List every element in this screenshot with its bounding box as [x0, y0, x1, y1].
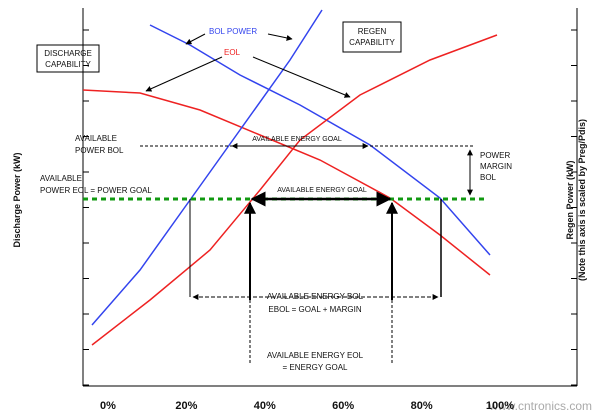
- label: BOL: [480, 173, 497, 182]
- x-tick-label: 60%: [332, 400, 354, 412]
- label: BOL POWER: [209, 27, 257, 36]
- label: POWER BOL: [75, 146, 124, 155]
- x-tick-label: 20%: [175, 400, 197, 412]
- label: REGEN: [358, 27, 387, 36]
- label: AVAILABLE ENERGY BOL: [267, 292, 364, 301]
- label: EBOL = GOAL + MARGIN: [268, 305, 361, 314]
- label: CAPABILITY: [45, 60, 91, 69]
- label: CAPABILITY: [349, 38, 395, 47]
- label: AVAILABLE ENERGY GOAL: [252, 136, 342, 143]
- label: EOL: [224, 48, 241, 57]
- axes: [82, 8, 578, 387]
- guides: [36, 21, 487, 365]
- label: POWER: [480, 151, 510, 160]
- x-tick-label: 40%: [254, 400, 276, 412]
- labels: BOL POWER EOL REGEN CAPABILITY DISCHARGE…: [12, 27, 592, 413]
- label: = ENERGY GOAL: [283, 363, 349, 372]
- label: AVAILABLE ENERGY EOL: [267, 351, 364, 360]
- x-tick-label: 80%: [411, 400, 433, 412]
- label: AVAILABLE: [40, 174, 82, 183]
- watermark: www.cntronics.com: [488, 399, 592, 413]
- axis-title: Regen Power (kW): [565, 160, 575, 239]
- x-tick-label: 0%: [100, 400, 116, 412]
- x-tick-label: 100%: [486, 400, 514, 412]
- label: POWER EOL = POWER GOAL: [40, 186, 153, 195]
- label: AVAILABLE: [75, 134, 117, 143]
- axis-title: (Note this axis is scaled by Preg/Pdis): [577, 119, 587, 281]
- label: AVAILABLE ENERGY GOAL: [277, 187, 367, 194]
- label: MARGIN: [480, 162, 512, 171]
- axis-title: Discharge Power (kW): [12, 152, 22, 247]
- label: DISCHARGE: [44, 49, 92, 58]
